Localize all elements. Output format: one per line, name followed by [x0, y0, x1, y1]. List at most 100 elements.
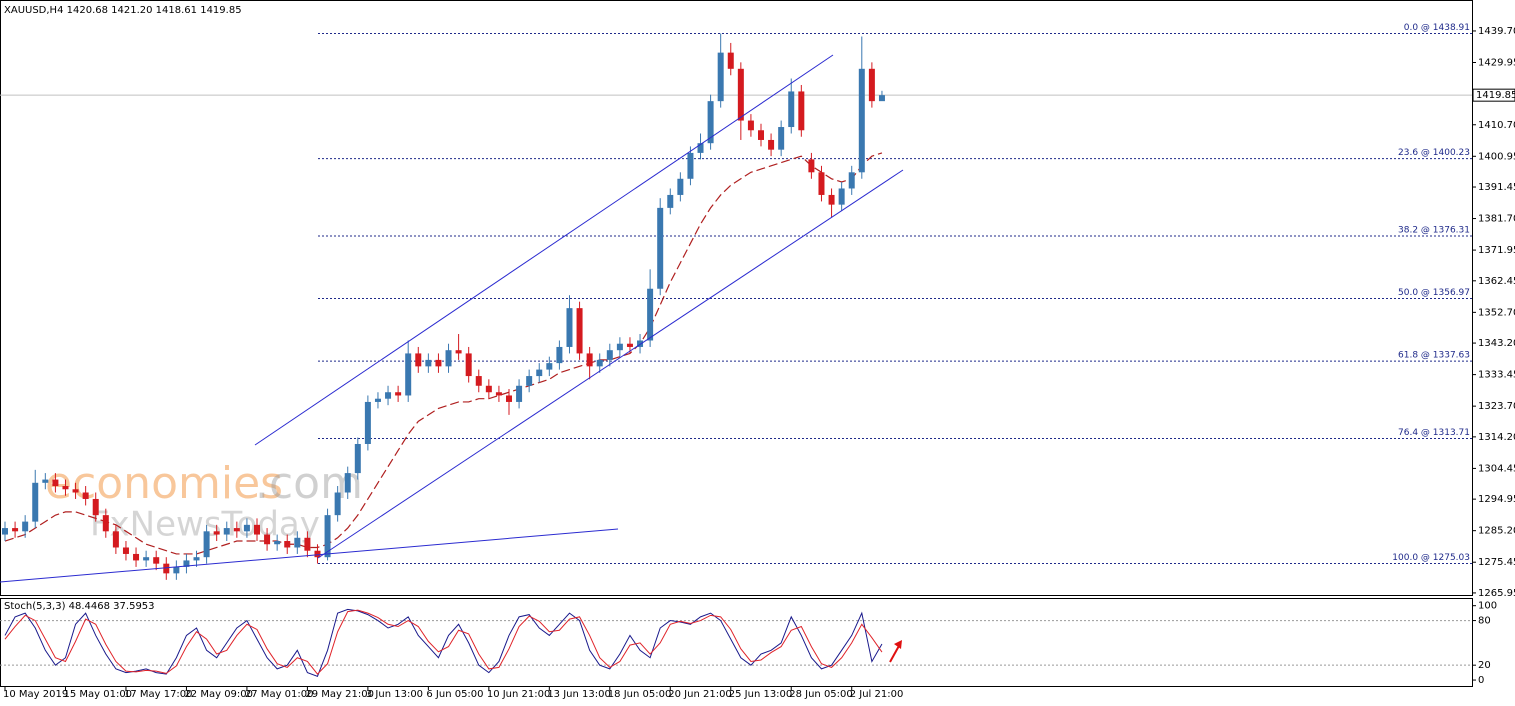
candle-body	[385, 392, 392, 399]
candle-body	[838, 188, 845, 205]
candle-body	[233, 528, 240, 532]
x-tick-label: 22 May 09:00	[184, 689, 253, 700]
x-tick-label: 25 Jun 13:00	[729, 689, 793, 700]
candle-body	[264, 534, 271, 545]
candle-body	[2, 528, 8, 535]
candle-body	[122, 547, 129, 554]
candle-body	[858, 68, 865, 173]
y-tick-label: 1343.20	[1478, 338, 1515, 349]
candle-body	[82, 492, 89, 499]
channel-line	[254, 54, 834, 446]
y-tick-label: 1352.70	[1478, 307, 1515, 318]
y-tick-label: 1429.95	[1478, 57, 1515, 68]
current-price-label: 1419.85	[1476, 90, 1515, 101]
x-tick-label: 17 May 17:00	[124, 689, 193, 700]
fib-label: 76.4 @ 1313.71	[1398, 428, 1470, 438]
stoch-frame	[0, 598, 1473, 687]
candle-body	[294, 537, 301, 548]
candle-body	[758, 130, 764, 140]
candle-body	[485, 385, 492, 393]
candle-body	[62, 486, 69, 490]
candle-body	[42, 479, 49, 483]
x-tick-label: 6 Jun 05:00	[426, 689, 483, 700]
y-tick-label: 1265.95	[1478, 588, 1515, 599]
x-tick-label: 13 Jun 13:00	[547, 689, 611, 700]
candle-body	[677, 178, 684, 195]
candle-body	[32, 482, 39, 522]
candle-body	[727, 52, 734, 69]
y-tick-label: 1333.45	[1478, 370, 1515, 381]
candle-body	[768, 139, 775, 150]
y-tick-label: 1275.45	[1478, 557, 1515, 568]
candle-body	[425, 359, 432, 367]
candle-body	[112, 531, 119, 548]
y-tick-label: 1381.70	[1478, 214, 1515, 225]
candle-body	[334, 492, 341, 516]
fib-label: 23.6 @ 1400.23	[1398, 148, 1470, 158]
x-tick-label: 28 Jun 05:00	[789, 689, 853, 700]
fib-label: 100.0 @ 1275.03	[1392, 553, 1470, 563]
x-tick-label: 3 Jun 13:00	[366, 689, 423, 700]
fib-label: 61.8 @ 1337.63	[1398, 351, 1470, 361]
candle-body	[616, 343, 623, 351]
fib-label: 38.2 @ 1376.31	[1398, 225, 1470, 235]
candle-body	[455, 350, 462, 354]
candle-body	[445, 350, 452, 367]
candle-body	[223, 528, 230, 535]
chart-title: XAUUSD,H4 1420.68 1421.20 1418.61 1419.8…	[4, 5, 242, 16]
indicator-title: Stoch(5,3,3) 48.4468 37.5953	[4, 601, 155, 612]
candle-body	[22, 521, 29, 532]
candle-body	[475, 376, 482, 386]
candle-body	[374, 398, 381, 402]
watermark-text: economies	[45, 458, 283, 509]
candle-body	[324, 515, 331, 558]
candle-body	[163, 563, 170, 574]
moving-average	[4, 152, 883, 555]
candle-body	[737, 68, 744, 121]
y-tick-label: 1410.70	[1478, 120, 1515, 131]
arrow-head	[894, 640, 902, 649]
candle-body	[848, 172, 855, 189]
candle-body	[102, 515, 109, 532]
candle-body	[12, 528, 19, 532]
candle-body	[254, 524, 260, 535]
x-tick-label: 10 May 2019	[3, 689, 68, 700]
candle-body	[284, 541, 291, 548]
candle-body	[576, 308, 583, 354]
candle-body	[657, 207, 664, 289]
y-tick-label: 1314.20	[1478, 432, 1515, 443]
trend-line	[0, 528, 619, 583]
y-tick-label: 1400.95	[1478, 151, 1515, 162]
candle-body	[193, 557, 200, 561]
fib-label: 0.0 @ 1438.91	[1404, 23, 1470, 33]
candle-body	[808, 159, 815, 173]
candle-body	[606, 350, 613, 360]
candle-body	[92, 498, 99, 516]
candle-body	[717, 52, 724, 102]
candle-body	[697, 143, 704, 153]
candle-body	[203, 531, 210, 558]
candle-body	[526, 376, 533, 386]
candle-body	[626, 343, 633, 347]
channel-line	[317, 169, 904, 559]
x-tick-label: 20 Jun 21:00	[668, 689, 732, 700]
candle-body	[153, 557, 160, 564]
candle-body	[52, 479, 59, 487]
candle-body	[354, 443, 361, 474]
candle-body	[536, 369, 543, 377]
candle-body	[556, 346, 563, 364]
candle-body	[415, 353, 422, 367]
stoch-line	[4, 609, 883, 675]
candle-body	[647, 288, 654, 341]
plot: 1439.70 1429.95 1410.70 1400.95 1391.45 1381.…	[0, 23, 1515, 700]
y-tick-label: 1285.20	[1478, 526, 1515, 537]
y-tick-label: 20	[1478, 660, 1491, 671]
y-tick-label: 1294.95	[1478, 494, 1515, 505]
candle-body	[818, 172, 825, 195]
x-tick-label: 29 May 21:00	[305, 689, 374, 700]
candle-body	[405, 353, 412, 396]
candle-body	[143, 557, 150, 561]
candle-body	[395, 392, 402, 396]
candle-body	[304, 537, 311, 551]
